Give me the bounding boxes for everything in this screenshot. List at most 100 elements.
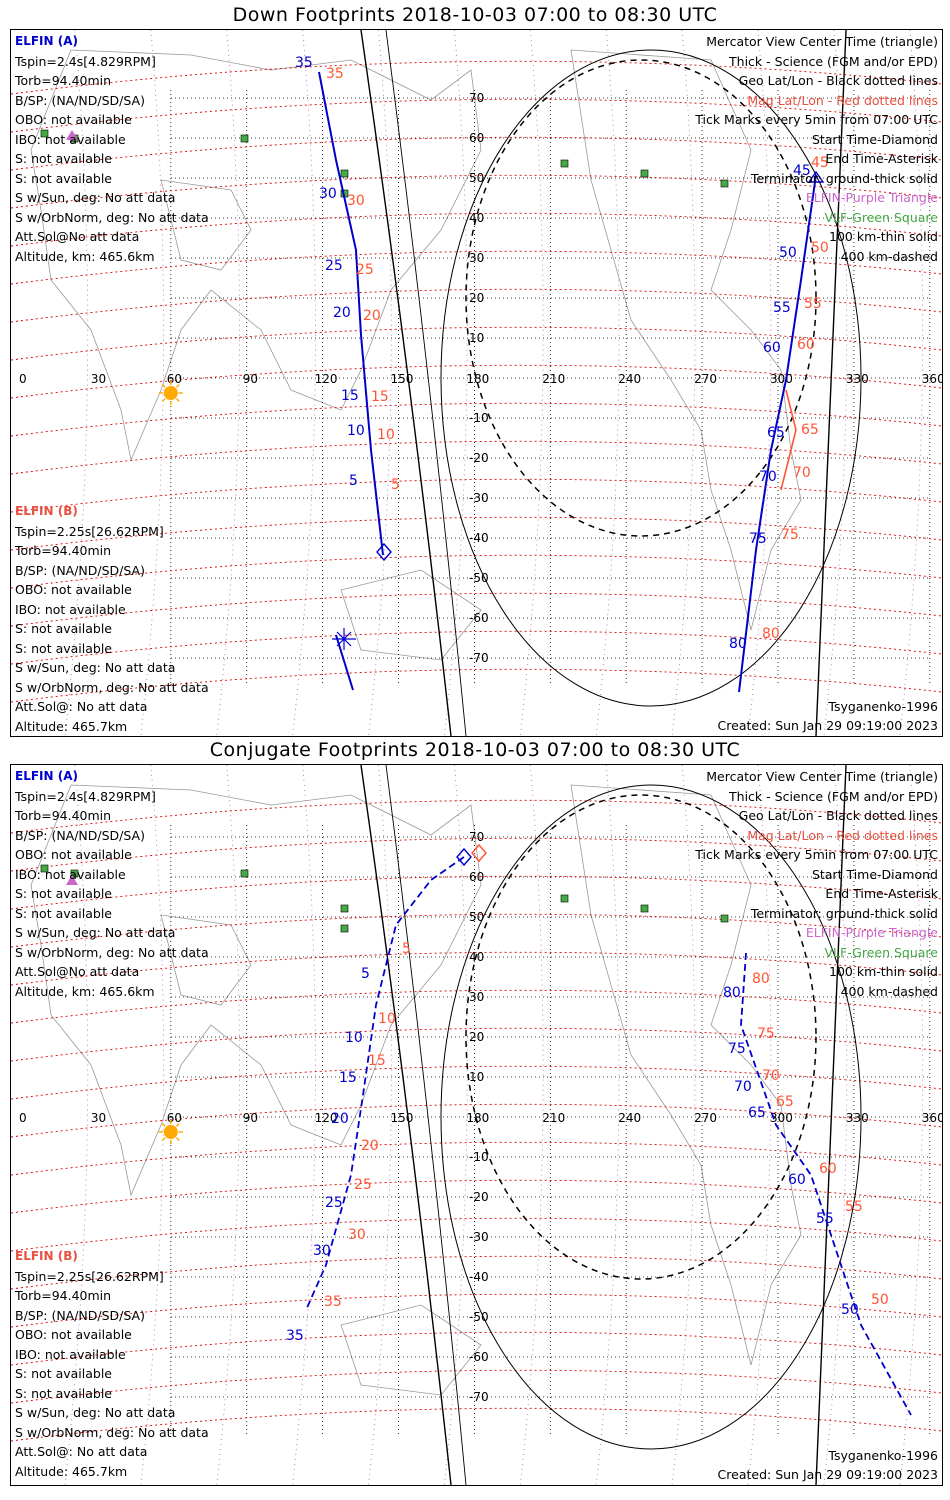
lon-label: 270 bbox=[694, 1111, 717, 1125]
lon-label: 60 bbox=[167, 372, 182, 386]
info-line: S w/Sun, deg: No att data bbox=[15, 925, 176, 940]
terminator-line bbox=[360, 765, 452, 1485]
track-b-tick-label: 60 bbox=[797, 337, 815, 353]
info-line: Altitude: 465.7km bbox=[15, 1463, 128, 1479]
mag-lon-line bbox=[595, 30, 620, 736]
lat-label: -60 bbox=[469, 611, 489, 625]
vlf-square bbox=[340, 904, 349, 913]
track-b-tick-label: 10 bbox=[377, 427, 395, 443]
track-b-tick-label: 30 bbox=[348, 1227, 366, 1243]
info-line: IBO: not available bbox=[15, 866, 126, 882]
elfin-triangle bbox=[66, 130, 78, 140]
info-line: OBO: not available bbox=[15, 582, 132, 597]
track-b-tick-label: 65 bbox=[801, 422, 819, 438]
mag-lon-line bbox=[747, 30, 772, 736]
sun-ray bbox=[161, 1137, 166, 1142]
model-label: Tsyganenko-1996 bbox=[828, 1448, 938, 1463]
lat-label: -70 bbox=[469, 651, 489, 665]
track-b-tick-label: 35 bbox=[324, 1294, 342, 1310]
track-a-tick-label: 80 bbox=[729, 636, 747, 652]
info-line: S w/OrbNorm, deg: No att data bbox=[15, 209, 209, 225]
mag-lon-line bbox=[292, 765, 316, 1485]
info-line: S: not available bbox=[15, 1385, 112, 1401]
info-line: S: not available bbox=[15, 621, 112, 636]
map-panel-conjugate: 0 30 60 90 120 150 180 210 240 270 300 330 360 70 60 50… bbox=[10, 764, 943, 1486]
sun-icon bbox=[163, 386, 178, 400]
track-b-tick-label: 80 bbox=[752, 971, 770, 987]
land-outline bbox=[160, 914, 252, 1006]
lon-label: 60 bbox=[167, 1111, 182, 1125]
lon-label: 210 bbox=[542, 1111, 565, 1125]
lat-label: 20 bbox=[469, 291, 484, 305]
land-outline bbox=[570, 49, 802, 631]
lon-label: 180 bbox=[466, 1111, 489, 1125]
lat-label: -20 bbox=[469, 1190, 489, 1204]
track-a-tick-label: 70 bbox=[759, 469, 777, 485]
info-line: B/SP: (NA/ND/SD/SA) bbox=[15, 1307, 145, 1323]
map-panel-down: 0 30 60 90 120 150 180 210 240 270 300 330 360 70 60 50… bbox=[10, 29, 943, 737]
terminator-line bbox=[360, 30, 452, 736]
track-a-tick-label: 80 bbox=[723, 985, 741, 1001]
track-b-tick-label: 25 bbox=[356, 262, 374, 278]
legend-item: Mercator View Center Time (triangle) bbox=[706, 769, 938, 784]
lat-label: 30 bbox=[469, 251, 484, 265]
info-line: OBO: not available bbox=[15, 847, 132, 862]
legend-item: VLF-Green Square bbox=[824, 209, 938, 225]
lon-label: 240 bbox=[618, 1111, 641, 1125]
vlf-square bbox=[40, 864, 49, 873]
track-a-tick-label: 20 bbox=[333, 305, 351, 321]
mag-lon-line bbox=[216, 30, 240, 736]
mag-lon-line bbox=[823, 30, 848, 736]
info-line: Torb=94.40min bbox=[15, 808, 112, 823]
vlf-square bbox=[640, 169, 649, 178]
track-b-tick-label: 75 bbox=[757, 1026, 775, 1042]
view-triangle bbox=[807, 170, 825, 183]
track-a-tick-label: 35 bbox=[286, 1328, 304, 1344]
mag-lon-line bbox=[443, 765, 468, 1485]
info-line: B/SP: (NA/ND/SD/SA) bbox=[15, 827, 145, 843]
lat-label: -10 bbox=[469, 411, 489, 425]
info-line: IBO: not available bbox=[15, 601, 126, 617]
info-line: S w/OrbNorm, deg: No att data bbox=[15, 944, 209, 960]
sun-ray bbox=[175, 1122, 180, 1127]
mag-lon-line bbox=[368, 765, 392, 1485]
legend-item: Terminator: ground-thick solid bbox=[750, 905, 938, 921]
land-outline bbox=[160, 179, 252, 271]
lat-label: 40 bbox=[469, 211, 484, 225]
info-line: S: not available bbox=[15, 151, 112, 166]
track-a-tick-label: 75 bbox=[728, 1041, 746, 1057]
info-line: S w/Sun, deg: No att data bbox=[15, 660, 176, 675]
sun-ray bbox=[175, 398, 180, 403]
lon-label: 210 bbox=[542, 372, 565, 386]
track-a-tick-label: 45 bbox=[793, 163, 811, 179]
start-diamond bbox=[471, 843, 487, 863]
sun-ray bbox=[161, 1122, 166, 1127]
lat-label: -30 bbox=[469, 1230, 489, 1244]
info-line: S: not available bbox=[15, 905, 112, 921]
legend-item: 100 km-thin solid bbox=[829, 229, 938, 244]
info-line: Tspin=2.25s[26.62RPM] bbox=[15, 1268, 164, 1284]
info-line: B/SP: (NA/ND/SD/SA) bbox=[15, 562, 145, 578]
vlf-square bbox=[340, 924, 349, 933]
end-asterisk bbox=[332, 628, 356, 650]
footprint-boundary-400km bbox=[465, 59, 817, 537]
info-line: B/SP: (NA/ND/SD/SA) bbox=[15, 92, 145, 108]
legend-item: Tick Marks every 5min from 07:00 UTC bbox=[695, 847, 938, 862]
vlf-square bbox=[720, 914, 729, 923]
track-a-tick-label: 50 bbox=[841, 1302, 859, 1318]
lat-label: 70 bbox=[469, 830, 484, 844]
vlf-square bbox=[70, 869, 79, 878]
footprint-boundary-100km bbox=[440, 49, 862, 707]
elfin-a-label: ELFIN (A) bbox=[15, 34, 78, 48]
info-line: S: not available bbox=[15, 1366, 112, 1381]
track-b-tick-label: 20 bbox=[363, 308, 381, 324]
model-label: Tsyganenko-1996 bbox=[828, 699, 938, 714]
vlf-square bbox=[560, 894, 569, 903]
lon-label: 30 bbox=[91, 1111, 106, 1125]
lon-label: 0 bbox=[19, 1111, 27, 1125]
sun-ray bbox=[161, 398, 166, 403]
terminator-line bbox=[815, 765, 847, 1485]
track-b-tick-label: 30 bbox=[347, 193, 365, 209]
legend-item: Mag Lat/Lon - Red dotted lines bbox=[747, 827, 938, 843]
track-b-tick-label: 5 bbox=[402, 941, 411, 957]
